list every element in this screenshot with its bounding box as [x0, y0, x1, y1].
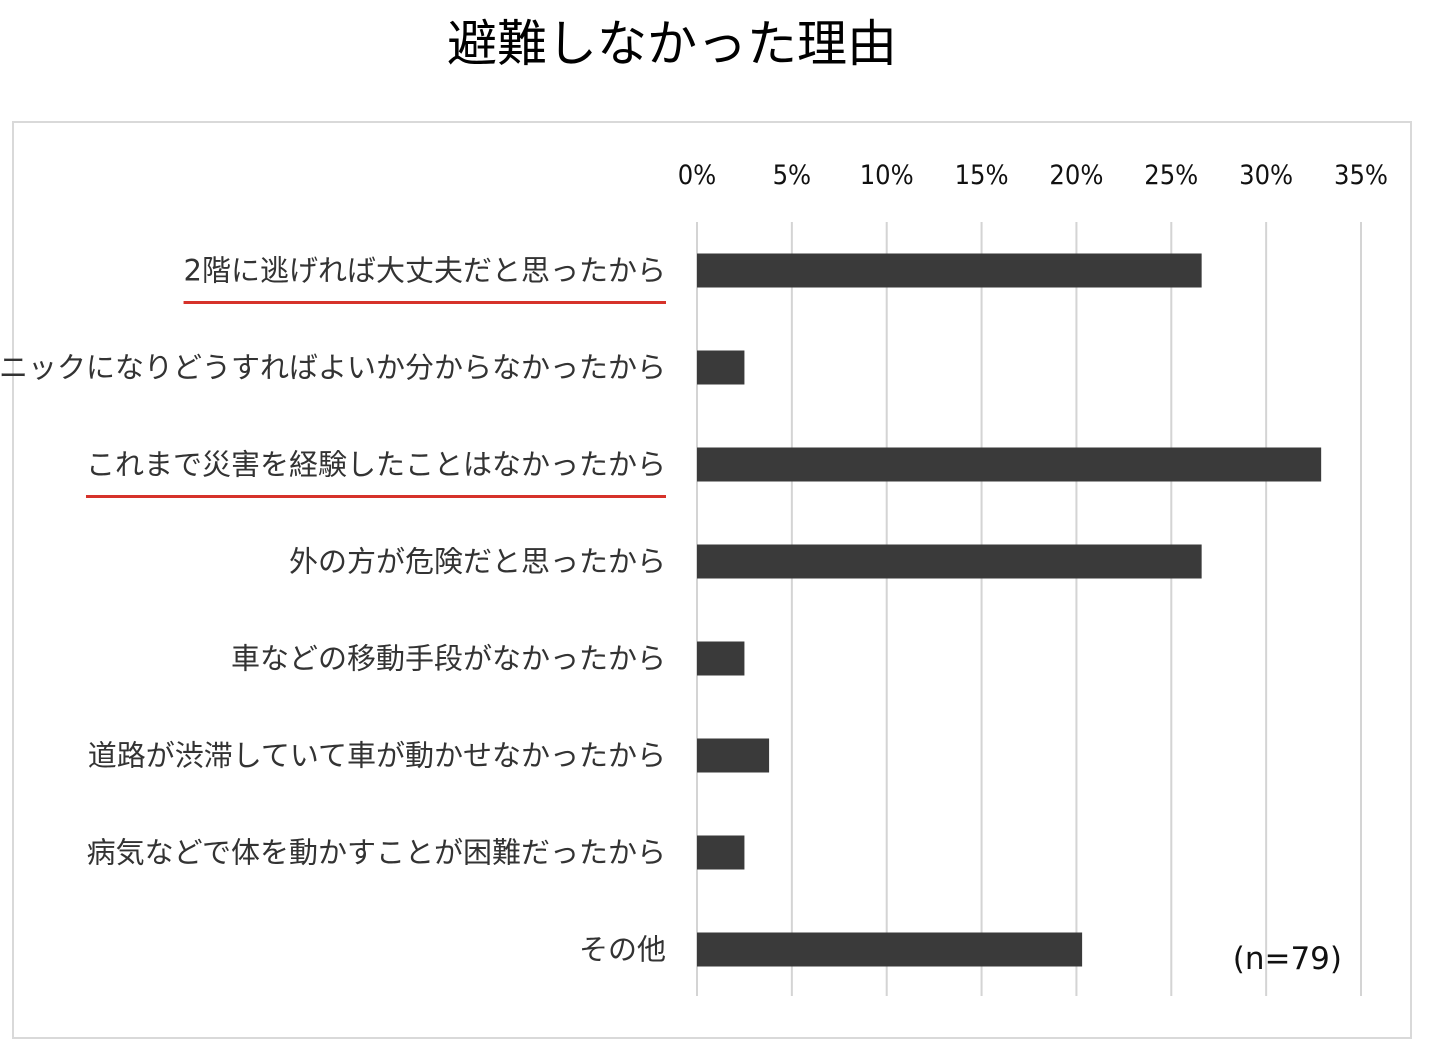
x-tick-label: 30% — [1239, 160, 1293, 191]
bar — [697, 932, 1083, 967]
bar — [697, 544, 1202, 579]
category-label: 病気などで体を動かすことが困難だったから — [87, 836, 666, 870]
bar — [697, 447, 1322, 482]
x-axis-ticks: 0% 5% 10% 15% 20% 25% 30% 35% — [678, 160, 1388, 191]
category-label: 道路が渋滞していて車が動かせなかったから — [88, 739, 666, 773]
bar — [697, 253, 1202, 288]
category-labels: 2階に逃げれば大丈夫だと思ったからパニックになりどうすればよいか分からなかったか… — [0, 254, 666, 967]
chart-title: 避難しなかった理由 — [447, 15, 897, 73]
sample-size-note: (n=79) — [1233, 941, 1342, 977]
x-tick-label: 0% — [678, 160, 717, 191]
gridlines — [696, 222, 1362, 996]
x-tick-label: 35% — [1334, 160, 1388, 191]
bars — [697, 253, 1322, 967]
x-tick-label: 10% — [860, 160, 914, 191]
bar — [697, 350, 745, 385]
x-tick-label: 5% — [773, 160, 812, 191]
bar — [697, 738, 770, 773]
category-label: パニックになりどうすればよいか分からなかったから — [0, 351, 666, 385]
x-tick-label: 20% — [1049, 160, 1103, 191]
x-tick-label: 15% — [955, 160, 1009, 191]
category-label: 2階に逃げれば大丈夫だと思ったから — [184, 254, 666, 288]
bar — [697, 641, 745, 676]
category-label: 車などの移動手段がなかったから — [231, 642, 666, 676]
category-label: 外の方が危険だと思ったから — [289, 545, 666, 579]
category-label: その他 — [579, 933, 666, 967]
category-label: これまで災害を経験したことはなかったから — [86, 448, 666, 482]
bar — [697, 835, 745, 870]
x-tick-label: 25% — [1144, 160, 1198, 191]
